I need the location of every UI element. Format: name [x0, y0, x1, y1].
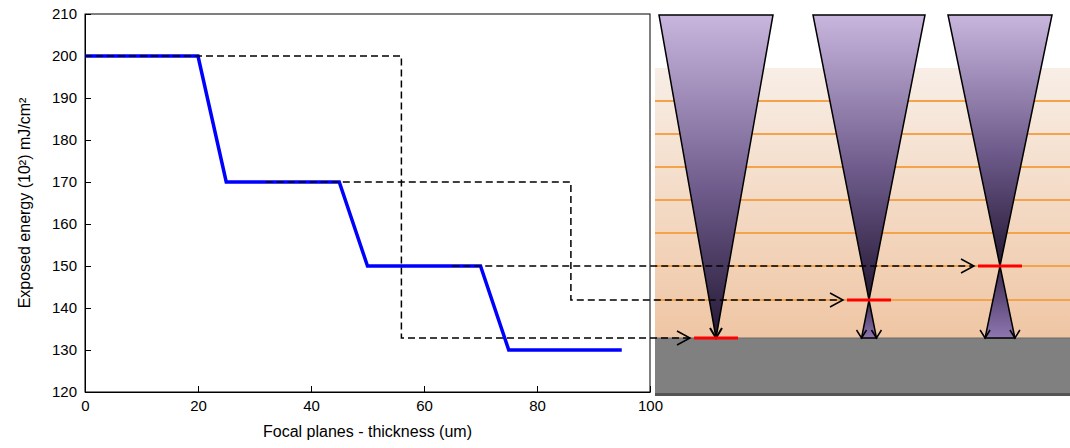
y-tick-label: 130 [52, 341, 77, 358]
down-arrow [871, 330, 881, 338]
down-arrow [1010, 330, 1020, 338]
x-tick-label: 20 [190, 397, 207, 414]
plot-background [85, 14, 650, 392]
y-tick-mark [85, 266, 91, 267]
y-tick-mark [85, 350, 91, 351]
x-tick: 80 [529, 386, 546, 414]
x-tick-mark [311, 386, 312, 392]
x-tick-label: 60 [416, 397, 433, 414]
y-tick-mark [85, 182, 91, 183]
focus-mark [847, 299, 891, 302]
y-tick-mark [85, 224, 91, 225]
y-tick-label: 170 [52, 173, 77, 190]
data-line [85, 56, 622, 350]
light-cone [948, 15, 1052, 266]
y-tick-mark [85, 98, 91, 99]
substrate-edge [655, 393, 1070, 396]
y-tick-mark [85, 308, 91, 309]
x-axis-title: Focal planes - thickness (um) [263, 423, 472, 440]
x-tick: 20 [190, 386, 207, 414]
y-tick-label: 180 [52, 131, 77, 148]
substrate [655, 338, 1070, 395]
x-tick-mark [424, 386, 425, 392]
x-tick-label: 100 [638, 397, 663, 414]
down-arrow [857, 330, 867, 338]
diagram [655, 15, 1070, 396]
light-cone-below [862, 300, 877, 338]
focus-mark [694, 337, 738, 340]
plot-frame [85, 14, 650, 392]
y-tick-label: 140 [52, 299, 77, 316]
connector-arrow [961, 259, 974, 273]
x-tick: 60 [416, 386, 433, 414]
light-cone [813, 15, 925, 300]
y-axis-title: Exposed energy (10²) mJ/cm² [16, 97, 33, 308]
plot-area [85, 56, 622, 350]
y-tick-label: 200 [52, 47, 77, 64]
dashed-connector [452, 265, 974, 267]
x-tick: 40 [303, 386, 320, 414]
focus-mark [978, 265, 1022, 268]
y-tick-label: 160 [52, 215, 77, 232]
dashed-connector [85, 56, 690, 338]
connector-arrow [830, 293, 843, 307]
chart-svg: 0 20 40 60 80 100 120 130 140 150 160 170 180 190 200 2… [0, 0, 1070, 448]
chart-container: 0 20 40 60 80 100 120 130 140 150 160 170 180 190 200 2… [0, 0, 1070, 448]
light-cone [659, 15, 773, 338]
y-tick-label: 120 [52, 383, 77, 400]
x-axis: 0 20 40 60 80 100 [81, 386, 663, 414]
y-tick-mark [85, 140, 91, 141]
y-tick-label: 150 [52, 257, 77, 274]
connectors [85, 56, 974, 345]
x-tick-mark [537, 386, 538, 392]
down-arrow [980, 330, 990, 338]
light-cone-below [985, 266, 1015, 338]
x-tick-label: 0 [81, 397, 89, 414]
x-tick-label: 40 [303, 397, 320, 414]
y-tick-label: 210 [52, 5, 77, 22]
x-tick-label: 80 [529, 397, 546, 414]
connector-arrow [677, 331, 690, 345]
x-tick-mark [198, 386, 199, 392]
y-tick-label: 190 [52, 89, 77, 106]
dashed-connector [266, 182, 843, 300]
